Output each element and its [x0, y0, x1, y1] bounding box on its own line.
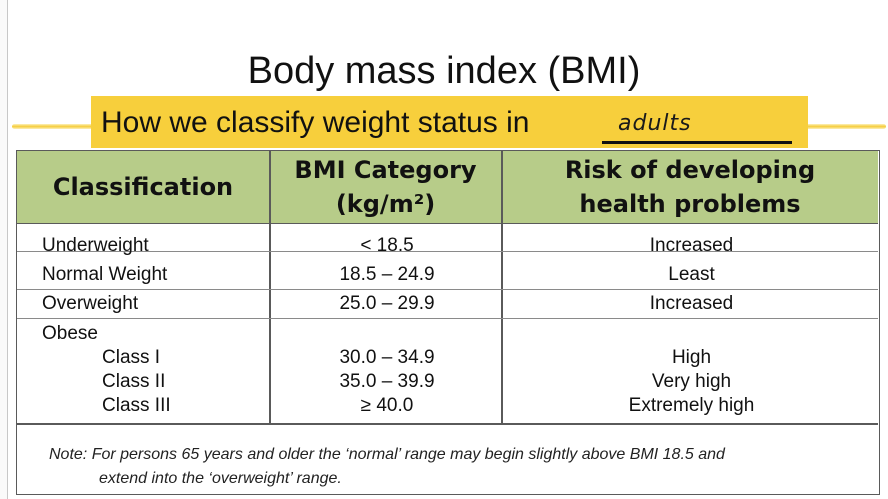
note-line-1: Note: For persons 65 years and older the…: [49, 446, 725, 463]
row-divider: [17, 251, 878, 252]
table-cell-classification: Normal Weight: [42, 264, 168, 285]
table-cell-obese-class: Class I: [102, 347, 161, 368]
header-bmi-line2: (kg/m²): [335, 190, 436, 218]
header-classification-label: Classification: [52, 173, 234, 201]
table-header-row: [17, 151, 878, 224]
header-risk-line2: health problems: [579, 190, 801, 218]
bmi-table: Classification BMI Category (kg/m²) Risk…: [16, 150, 880, 495]
table-cell-risk: High: [671, 347, 712, 368]
table-cell-bmi: ≥ 40.0: [360, 395, 414, 416]
table-cell-obese-label: Obese: [42, 323, 98, 344]
table-note-divider: [17, 423, 878, 425]
table-cell-bmi: < 18.5: [360, 235, 414, 256]
table-cell-classification: Overweight: [42, 293, 139, 314]
slide-left-edge: [0, 0, 8, 499]
header-risk: Risk of developing health problems: [502, 151, 878, 223]
table-cell-bmi: 25.0 – 29.9: [339, 293, 435, 314]
page-title: Body mass index (BMI): [247, 50, 641, 92]
table-cell-bmi: 35.0 – 39.9: [339, 371, 435, 392]
table-cell-risk: Least: [668, 264, 715, 285]
fill-in-blank-line: [602, 111, 792, 144]
table-cell-risk: Increased: [649, 235, 734, 256]
row-divider: [17, 289, 878, 290]
table-cell-obese-class: Class II: [102, 371, 166, 392]
table-cell-risk: Increased: [649, 293, 734, 314]
table-cell-bmi: 30.0 – 34.9: [339, 347, 435, 368]
header-classification: Classification: [17, 151, 269, 223]
table-cell-obese-class: Class III: [102, 395, 171, 416]
subtitle: How we classify weight status in: [101, 106, 530, 139]
header-bmi-line1: BMI Category: [294, 156, 477, 184]
subtitle-highlight: [91, 96, 808, 148]
column-divider: [269, 151, 271, 423]
header-bmi-category: BMI Category (kg/m²): [270, 151, 501, 223]
row-divider: [17, 318, 878, 319]
table-note: Note: For persons 65 years and older the…: [49, 443, 869, 491]
table-cell-risk: Very high: [651, 371, 732, 392]
column-divider: [501, 151, 503, 423]
note-line-2: extend into the ‘overweight’ range.: [99, 470, 342, 487]
handwritten-answer: adults: [618, 111, 692, 136]
table-cell-risk: Extremely high: [628, 395, 755, 416]
table-cell-classification: Underweight: [42, 235, 149, 256]
table-cell-bmi: 18.5 – 24.9: [339, 264, 435, 285]
header-risk-line1: Risk of developing: [564, 156, 816, 184]
